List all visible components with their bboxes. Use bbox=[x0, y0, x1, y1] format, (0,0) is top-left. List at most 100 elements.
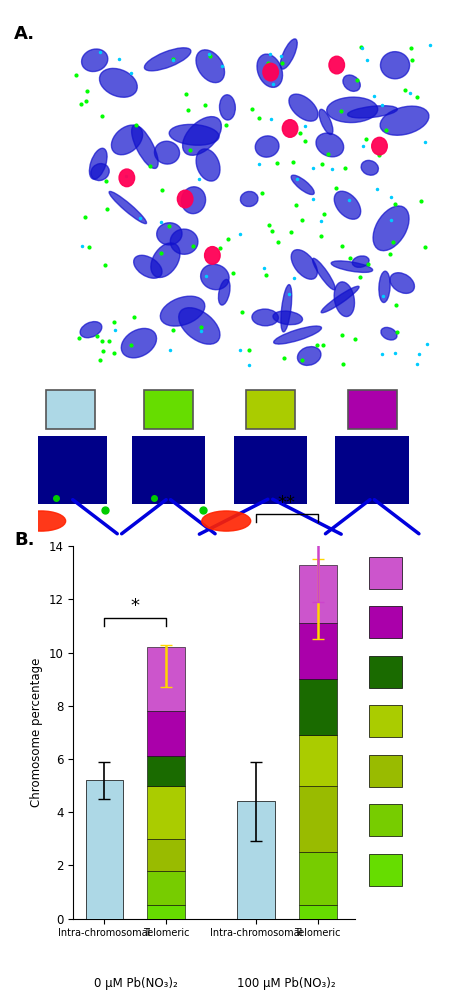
Ellipse shape bbox=[372, 137, 387, 155]
Bar bbox=[147, 757, 185, 785]
FancyBboxPatch shape bbox=[144, 390, 193, 430]
Ellipse shape bbox=[291, 249, 318, 279]
Ellipse shape bbox=[119, 169, 135, 187]
Ellipse shape bbox=[297, 347, 321, 365]
Ellipse shape bbox=[273, 311, 302, 325]
Ellipse shape bbox=[289, 94, 318, 121]
Ellipse shape bbox=[263, 64, 278, 80]
Ellipse shape bbox=[205, 246, 220, 264]
Ellipse shape bbox=[312, 258, 335, 290]
Ellipse shape bbox=[329, 57, 345, 73]
Ellipse shape bbox=[17, 511, 65, 531]
Ellipse shape bbox=[331, 261, 373, 272]
Ellipse shape bbox=[380, 106, 429, 135]
Bar bbox=[299, 679, 337, 735]
Text: B.: B. bbox=[14, 531, 35, 549]
Ellipse shape bbox=[390, 273, 414, 293]
Bar bbox=[299, 735, 337, 785]
Ellipse shape bbox=[281, 285, 292, 332]
Ellipse shape bbox=[319, 109, 333, 134]
Ellipse shape bbox=[240, 192, 258, 207]
Ellipse shape bbox=[291, 175, 314, 195]
Ellipse shape bbox=[169, 124, 219, 145]
Ellipse shape bbox=[155, 141, 180, 164]
Ellipse shape bbox=[90, 148, 107, 179]
Bar bbox=[147, 785, 185, 839]
Ellipse shape bbox=[157, 222, 182, 245]
Ellipse shape bbox=[343, 75, 360, 91]
FancyBboxPatch shape bbox=[369, 557, 402, 589]
Ellipse shape bbox=[196, 50, 225, 82]
Ellipse shape bbox=[347, 105, 397, 118]
Ellipse shape bbox=[179, 308, 220, 345]
Text: **: ** bbox=[278, 494, 296, 511]
FancyBboxPatch shape bbox=[369, 705, 402, 737]
Ellipse shape bbox=[91, 164, 109, 181]
FancyBboxPatch shape bbox=[34, 436, 107, 504]
Ellipse shape bbox=[219, 279, 230, 305]
Ellipse shape bbox=[219, 94, 235, 120]
Ellipse shape bbox=[111, 125, 143, 155]
Text: 100 μM Pb(NO₃)₂: 100 μM Pb(NO₃)₂ bbox=[237, 977, 336, 990]
FancyBboxPatch shape bbox=[369, 804, 402, 836]
Ellipse shape bbox=[379, 271, 390, 303]
Ellipse shape bbox=[80, 322, 102, 338]
Ellipse shape bbox=[252, 309, 278, 326]
Bar bbox=[85, 780, 123, 919]
Ellipse shape bbox=[280, 39, 297, 70]
Ellipse shape bbox=[381, 52, 410, 78]
Ellipse shape bbox=[381, 328, 397, 340]
Ellipse shape bbox=[182, 116, 221, 155]
Ellipse shape bbox=[316, 133, 344, 157]
FancyBboxPatch shape bbox=[246, 390, 295, 430]
Ellipse shape bbox=[352, 256, 369, 267]
FancyBboxPatch shape bbox=[369, 755, 402, 786]
Ellipse shape bbox=[132, 125, 158, 169]
Ellipse shape bbox=[177, 191, 193, 208]
Ellipse shape bbox=[201, 264, 229, 290]
Ellipse shape bbox=[109, 192, 146, 223]
Bar bbox=[299, 785, 337, 852]
Ellipse shape bbox=[151, 243, 180, 277]
FancyBboxPatch shape bbox=[369, 854, 402, 886]
Ellipse shape bbox=[121, 329, 156, 357]
Ellipse shape bbox=[134, 255, 162, 278]
Ellipse shape bbox=[334, 192, 361, 219]
Ellipse shape bbox=[373, 206, 409, 250]
Ellipse shape bbox=[145, 48, 191, 71]
Ellipse shape bbox=[160, 296, 205, 326]
FancyBboxPatch shape bbox=[369, 607, 402, 638]
FancyBboxPatch shape bbox=[46, 390, 95, 430]
Bar bbox=[299, 624, 337, 679]
Ellipse shape bbox=[82, 49, 108, 71]
Text: *: * bbox=[131, 598, 140, 616]
Ellipse shape bbox=[257, 54, 283, 87]
Ellipse shape bbox=[283, 120, 298, 137]
Ellipse shape bbox=[170, 229, 198, 254]
Bar bbox=[299, 906, 337, 919]
Ellipse shape bbox=[361, 161, 378, 175]
Ellipse shape bbox=[100, 69, 137, 97]
Bar bbox=[299, 565, 337, 624]
Bar bbox=[147, 906, 185, 919]
FancyBboxPatch shape bbox=[336, 436, 409, 504]
Bar bbox=[237, 801, 274, 919]
Ellipse shape bbox=[327, 97, 378, 122]
FancyBboxPatch shape bbox=[132, 436, 205, 504]
Ellipse shape bbox=[273, 326, 321, 344]
Ellipse shape bbox=[334, 282, 355, 317]
Bar bbox=[147, 839, 185, 871]
Bar bbox=[299, 852, 337, 906]
FancyBboxPatch shape bbox=[348, 390, 397, 430]
Ellipse shape bbox=[255, 136, 279, 157]
FancyBboxPatch shape bbox=[234, 436, 307, 504]
Bar bbox=[147, 647, 185, 711]
Y-axis label: Chromosome percentage: Chromosome percentage bbox=[30, 657, 43, 807]
Ellipse shape bbox=[202, 511, 251, 531]
Bar bbox=[147, 711, 185, 757]
Ellipse shape bbox=[321, 286, 359, 313]
Text: A.: A. bbox=[14, 25, 36, 43]
Text: 0 μM Pb(NO₃)₂: 0 μM Pb(NO₃)₂ bbox=[93, 977, 177, 990]
Ellipse shape bbox=[182, 187, 206, 213]
FancyBboxPatch shape bbox=[369, 655, 402, 688]
